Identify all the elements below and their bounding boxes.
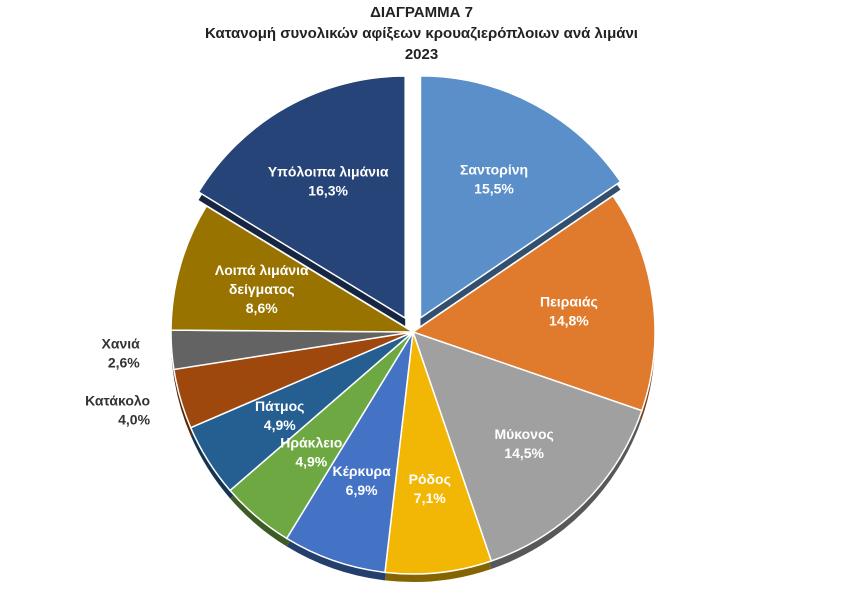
slice-value-label: 14,5% [504, 445, 544, 461]
slice-label-ηράκλειο: Ηράκλειο 4,9% [280, 435, 342, 470]
slice-value-label: 4,9% [264, 417, 296, 433]
slice-name-label: Πάτμος [255, 398, 304, 414]
slice-value-label: 6,9% [346, 482, 378, 498]
slice-name-label: Υπόλοιπα λιμάνια [268, 163, 389, 179]
slice-name-label: Πειραιάς [540, 294, 598, 310]
slice-value-label: 15,5% [474, 180, 514, 196]
slice-name-label: δείγματος [229, 281, 295, 297]
slice-name-label: Ρόδος [409, 471, 451, 487]
pie-slice-μύκονος [411, 330, 643, 562]
slice-value-label: 14,8% [549, 313, 589, 329]
slice-label-κατάκολο: Κατάκολο 4,0% [85, 393, 150, 428]
slice-name-label: Κατάκολο [85, 393, 150, 409]
slice-label-πάτμος: Πάτμος 4,9% [255, 398, 304, 433]
pie-slice-υπόλοιπα-λιμάνια [197, 75, 406, 320]
slice-value-label: 4,0% [118, 412, 150, 428]
slice-name-label: Χανιά [102, 335, 141, 351]
slice-name-label: Λοιπά λιμάνια [215, 262, 309, 278]
chart-subtitle: Κατανομή συνολικών αφίξεων κρουαζιερόπλο… [205, 25, 638, 42]
slice-label-πειραιάς: Πειραιάς 14,8% [540, 294, 598, 329]
slice-value-label: 7,1% [414, 490, 446, 506]
chart-title-block: ΔΙΑΓΡΑΜΜΑ 7 Κατανομή συνολικών αφίξεων κ… [0, 2, 843, 65]
slice-name-label: Ηράκλειο [280, 435, 342, 451]
chart-year: 2023 [404, 46, 439, 63]
slice-name-label: Μύκονος [494, 426, 553, 442]
pie-slice-λοιπά-λιμάνια-δείγματος [170, 204, 416, 333]
slice-name-label: Σαντορίνη [460, 161, 528, 177]
slice-label-λοιπά-λιμάνια-δείγματος: Λοιπά λιμάνια δείγματος 8,6% [215, 262, 309, 316]
slice-name-label: Κέρκυρα [332, 463, 391, 479]
slice-label-σαντορίνη: Σαντορίνη 15,5% [460, 161, 528, 196]
slice-value-label: 16,3% [308, 182, 348, 198]
chart-title: ΔΙΑΓΡΑΜΜΑ 7 [370, 4, 473, 21]
slice-value-label: 4,9% [295, 454, 327, 470]
pie-slice-σαντορίνη [419, 75, 622, 320]
slice-label-μύκονος: Μύκονος 14,5% [494, 426, 553, 461]
pie-slice-κέρκυρα [285, 331, 414, 574]
pie-slice-ρόδος [384, 331, 493, 575]
slice-label-χανιά: Χανιά 2,6% [102, 335, 141, 370]
slice-value-label: 8,6% [246, 300, 278, 316]
slice-value-label: 2,6% [108, 354, 140, 370]
pie-slice-πειραιάς [411, 194, 656, 412]
slice-label-κέρκυρα: Κέρκυρα 6,9% [332, 463, 391, 498]
slice-label-υπόλοιπα-λιμάνια: Υπόλοιπα λιμάνια 16,3% [268, 163, 389, 198]
slice-label-ρόδος: Ρόδος 7,1% [409, 471, 451, 506]
